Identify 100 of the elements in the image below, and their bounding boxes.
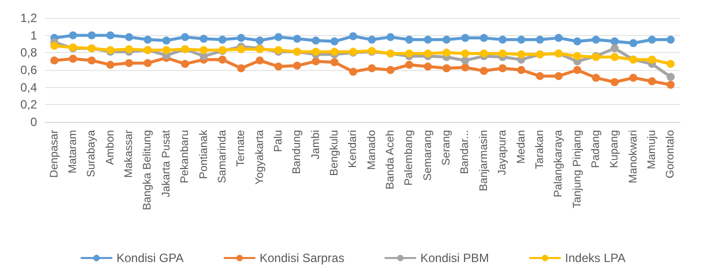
y-tick-label: 0,4 <box>20 80 38 94</box>
x-tick-label: Palembang <box>403 130 416 186</box>
y-tick-label: 0 <box>30 115 38 129</box>
point <box>106 31 114 40</box>
point <box>330 48 338 56</box>
point <box>274 33 282 42</box>
point <box>461 63 470 72</box>
x-tick-label: Serang <box>440 130 453 166</box>
x-tick-label: Mataram <box>67 130 80 174</box>
y-tick-label: 0,6 <box>20 63 38 77</box>
point <box>517 36 526 44</box>
x-tick-label: Yogyakarta <box>254 129 266 185</box>
point <box>554 34 563 42</box>
point <box>442 64 451 72</box>
point <box>610 78 619 86</box>
x-tick-label: Bandar... <box>459 130 472 174</box>
x-tick-label: Padang <box>590 130 602 168</box>
point <box>162 46 170 54</box>
point <box>480 50 488 58</box>
point <box>237 45 246 54</box>
point <box>312 48 320 56</box>
legend-label: Kondisi GPA <box>116 251 184 265</box>
point <box>368 36 376 44</box>
x-tick-label: Tarakan <box>534 130 546 170</box>
point <box>610 53 619 61</box>
point <box>536 72 544 80</box>
point <box>666 72 675 81</box>
point <box>312 36 320 45</box>
point <box>256 56 264 64</box>
x-tick-label: Manado <box>366 130 378 170</box>
x-tick-label: Makassar <box>123 130 136 178</box>
point <box>498 36 507 44</box>
point <box>200 34 208 43</box>
x-tick-label: Banda Aceh <box>384 130 397 190</box>
point <box>125 59 134 68</box>
point <box>237 34 246 42</box>
legend-label: Kondisi PBM <box>420 251 490 265</box>
point <box>125 45 134 54</box>
point <box>666 80 675 89</box>
point <box>405 36 414 44</box>
point <box>293 34 302 43</box>
point <box>536 36 544 44</box>
point <box>386 66 395 74</box>
legend-label: Indeks LPA <box>565 251 626 265</box>
point <box>498 50 507 58</box>
point <box>424 36 432 44</box>
x-tick-label: Tanjung Pinjang <box>571 130 584 208</box>
point <box>648 56 656 64</box>
x-tick-label: Kendari <box>347 130 360 168</box>
point <box>330 58 338 66</box>
point <box>666 36 675 44</box>
x-tick-label: Jambi <box>310 130 322 160</box>
y-tick-label: 1 <box>30 28 38 42</box>
point <box>162 36 170 45</box>
point <box>181 33 190 42</box>
point <box>106 60 114 69</box>
point <box>405 60 414 69</box>
point <box>237 64 246 72</box>
x-tick-label: Surabaya <box>86 129 98 178</box>
point <box>125 33 134 42</box>
y-tick-label: 0,8 <box>20 46 38 60</box>
point <box>610 44 619 52</box>
point <box>274 62 282 71</box>
y-tick-label: 1,2 <box>20 11 38 25</box>
point <box>293 62 302 70</box>
point <box>480 34 488 42</box>
x-tick-label: Bangka Belitung <box>142 130 154 210</box>
point <box>442 36 451 44</box>
x-tick-label: Ambon <box>104 130 116 165</box>
point <box>69 54 78 63</box>
point <box>666 60 675 68</box>
point <box>69 31 78 40</box>
x-tick-label: Samarinda <box>216 129 228 184</box>
x-tick-label: Jayapura <box>496 129 509 176</box>
point <box>517 50 526 58</box>
x-tick-label: Semarang <box>422 130 434 181</box>
x-tick-label: Mamuju <box>646 130 658 170</box>
point <box>349 68 358 76</box>
point <box>573 66 582 74</box>
point <box>144 36 152 44</box>
point <box>554 72 563 80</box>
x-tick-label: Palu <box>272 130 284 152</box>
point <box>218 56 226 64</box>
x-tick-label: Bandung <box>291 130 304 174</box>
point <box>592 36 600 44</box>
point <box>461 50 470 58</box>
point <box>648 77 656 86</box>
point <box>330 37 338 46</box>
point <box>461 34 470 42</box>
x-tick-label: Pontianak <box>198 130 210 179</box>
point <box>424 62 432 71</box>
x-tick-label: Denpasar <box>48 130 60 178</box>
point <box>424 50 432 58</box>
x-tick-label: Kupang <box>608 130 621 168</box>
point <box>517 66 526 74</box>
x-tick-label: Palangkaraya <box>552 129 565 198</box>
point <box>461 56 470 64</box>
point <box>256 36 264 45</box>
point <box>480 66 488 75</box>
point <box>629 74 638 82</box>
